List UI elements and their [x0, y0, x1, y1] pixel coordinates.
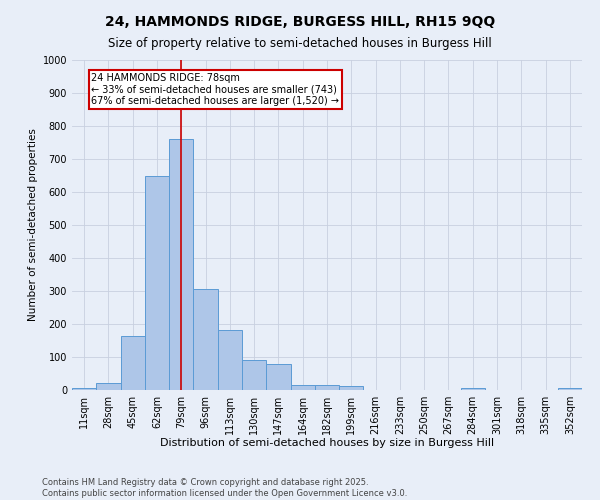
Bar [242, 360, 266, 390]
Bar [558, 388, 582, 390]
Bar [266, 364, 290, 390]
Text: Size of property relative to semi-detached houses in Burgess Hill: Size of property relative to semi-detach… [108, 38, 492, 51]
Bar [169, 139, 193, 390]
Text: 24 HAMMONDS RIDGE: 78sqm
← 33% of semi-detached houses are smaller (743)
67% of : 24 HAMMONDS RIDGE: 78sqm ← 33% of semi-d… [91, 73, 340, 106]
Bar [145, 176, 169, 390]
Bar [461, 388, 485, 390]
Text: 24, HAMMONDS RIDGE, BURGESS HILL, RH15 9QQ: 24, HAMMONDS RIDGE, BURGESS HILL, RH15 9… [105, 15, 495, 29]
Bar [315, 385, 339, 390]
Bar [96, 382, 121, 390]
Bar [218, 330, 242, 390]
Bar [72, 388, 96, 390]
Bar [290, 385, 315, 390]
Text: Contains HM Land Registry data © Crown copyright and database right 2025.
Contai: Contains HM Land Registry data © Crown c… [42, 478, 407, 498]
Bar [339, 386, 364, 390]
X-axis label: Distribution of semi-detached houses by size in Burgess Hill: Distribution of semi-detached houses by … [160, 438, 494, 448]
Bar [121, 336, 145, 390]
Bar [193, 290, 218, 390]
Y-axis label: Number of semi-detached properties: Number of semi-detached properties [28, 128, 38, 322]
